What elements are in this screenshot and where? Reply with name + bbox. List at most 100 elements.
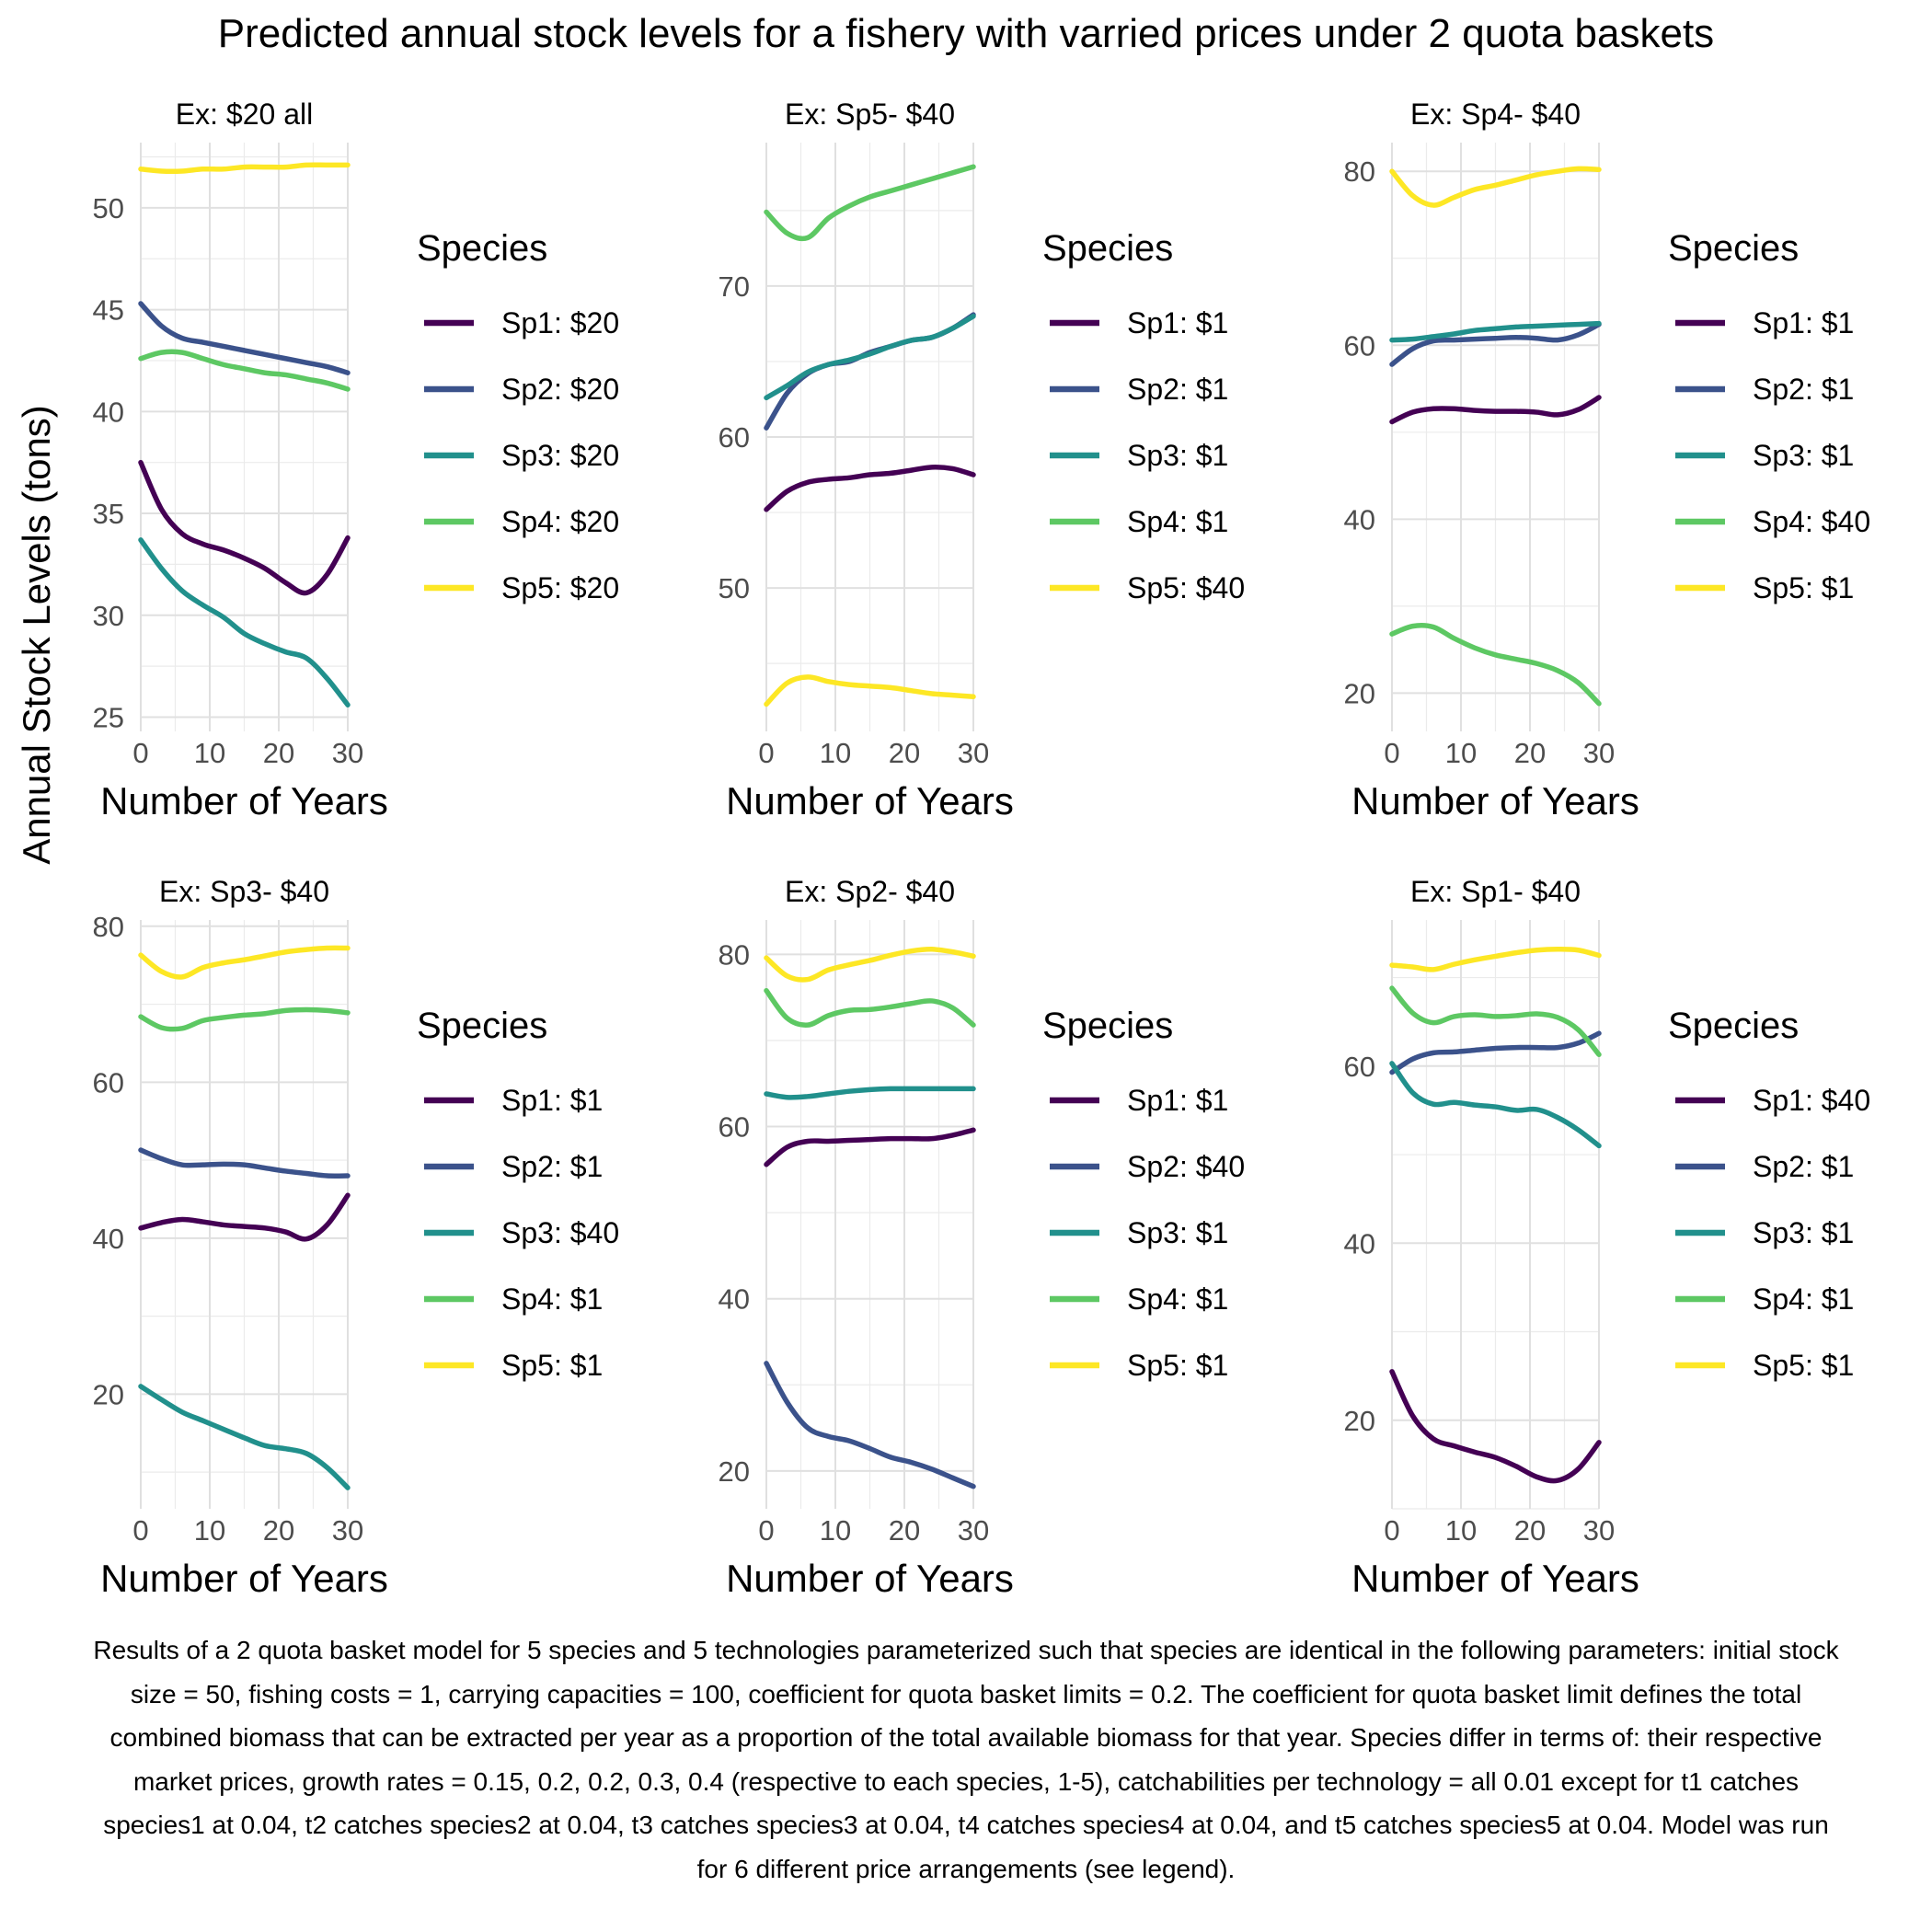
x-tick-label: 30 [958,1514,989,1547]
legend-label-sp1: Sp1: $40 [1753,1084,1870,1117]
panel-4: 0 10 20 30 20 40 60 80 Ex: Sp3- $40 Number of Yea… [93,875,620,1600]
legend-label-sp3: Sp3: $20 [501,439,619,472]
series-line-sp1 [764,465,976,512]
x-axis-title: Number of Years [726,779,1014,822]
series-line-sp4 [764,987,976,1028]
x-axis-title: Number of Years [100,1557,388,1600]
legend-label-sp5: Sp5: $1 [1753,571,1854,604]
x-tick-label: 20 [263,737,294,769]
x-tick-label: 20 [889,737,920,769]
series-line-sp1 [138,459,351,596]
series-line-sp3 [764,1086,976,1100]
x-tick-label: 0 [132,737,148,769]
y-tick-label: 20 [1344,677,1375,709]
series-line-sp4 [1389,623,1602,707]
legend-title: Species [417,228,547,269]
series-line-sp2 [764,1361,976,1489]
legend-label-sp5: Sp5: $20 [501,571,619,604]
x-tick-label: 10 [820,1514,851,1547]
legend-label-sp1: Sp1: $20 [501,306,619,339]
series-line-sp2 [138,1147,351,1179]
y-tick-label: 30 [93,600,124,632]
series-line-sp5 [764,674,976,707]
y-tick-label: 45 [93,294,124,327]
panel-grid: 0 10 20 30 25 30 35 40 45 50 Ex: $20 all Number of … [93,98,1871,1600]
series-line-sp3 [1389,320,1602,343]
x-tick-label: 10 [194,737,225,769]
series-line-sp2 [138,301,351,375]
x-tick-label: 0 [132,1514,148,1547]
series-line-sp3 [138,1384,351,1490]
y-tick-label: 40 [93,1223,124,1255]
series-line-sp2 [1389,1030,1602,1075]
legend-title: Species [417,1006,547,1046]
series-line-sp1 [764,1127,976,1167]
y-tick-label: 50 [719,572,750,604]
series-line-sp3 [764,313,976,401]
legend-label-sp3: Sp3: $1 [1127,439,1228,472]
x-axis-title: Number of Years [100,779,388,822]
y-tick-label: 60 [719,421,750,454]
series-line-sp5 [138,162,351,175]
legend-label-sp3: Sp3: $1 [1753,1216,1854,1249]
legend-label-sp3: Sp3: $1 [1753,439,1854,472]
y-tick-label: 40 [93,396,124,428]
legend-label-sp1: Sp1: $1 [1127,1084,1228,1117]
x-axis-title: Number of Years [1351,779,1639,822]
panel-title: Ex: Sp1- $40 [1410,875,1581,908]
x-tick-label: 20 [1514,737,1546,769]
series-line-sp5 [1389,947,1602,972]
series-line-sp4 [138,1006,351,1032]
y-tick-label: 80 [93,911,124,943]
y-tick-label: 20 [719,1455,750,1488]
x-tick-label: 30 [332,737,363,769]
legend-label-sp5: Sp5: $1 [501,1349,603,1382]
y-tick-label: 60 [1344,1051,1375,1083]
x-tick-label: 10 [820,737,851,769]
legend-label-sp5: Sp5: $40 [1127,571,1245,604]
figure-title: Predicted annual stock levels for a fish… [217,11,1715,56]
legend-label-sp4: Sp4: $20 [501,505,619,538]
y-tick-label: 80 [719,938,750,971]
series-line-sp1 [138,1192,351,1242]
legend-label-sp2: Sp2: $1 [1753,373,1854,406]
x-tick-label: 0 [758,737,774,769]
series-line-sp5 [138,945,351,980]
legend-label-sp2: Sp2: $1 [1127,373,1228,406]
legend-label-sp2: Sp2: $1 [501,1150,603,1183]
x-tick-label: 30 [958,737,989,769]
x-axis-title: Number of Years [1351,1557,1639,1600]
legend-label-sp5: Sp5: $1 [1753,1349,1854,1382]
legend-label-sp1: Sp1: $1 [501,1084,603,1117]
legend-label-sp1: Sp1: $1 [1127,306,1228,339]
series-line-sp3 [138,537,351,707]
y-tick-label: 60 [1344,329,1375,362]
series-line-sp4 [138,349,351,392]
y-tick-label: 25 [93,701,124,733]
legend-label-sp2: Sp2: $1 [1753,1150,1854,1183]
x-tick-label: 0 [1384,737,1399,769]
y-tick-label: 50 [93,192,124,224]
series-line-sp1 [1389,1369,1602,1484]
legend-title: Species [1668,1006,1799,1046]
y-tick-label: 60 [719,1111,750,1144]
x-tick-label: 0 [1384,1514,1399,1547]
series-line-sp2 [1389,321,1602,367]
y-tick-label: 60 [93,1066,124,1098]
figure-caption: Results of a 2 quota basket model for 5 … [93,1636,1839,1883]
legend-label-sp4: Sp4: $1 [1127,505,1228,538]
panel-title: Ex: Sp2- $40 [785,875,955,908]
series-line-sp3 [1389,1061,1602,1149]
y-tick-label: 80 [1344,155,1375,188]
y-tick-label: 40 [1344,1227,1375,1259]
panel-title: Ex: $20 all [176,98,313,131]
legend-label-sp4: Sp4: $1 [501,1282,603,1316]
x-tick-label: 20 [263,1514,294,1547]
x-tick-label: 30 [1583,1514,1615,1547]
y-tick-label: 20 [1344,1405,1375,1437]
panel-2: 0 10 20 30 50 60 70 Ex: Sp5- $40 Number of Years… [719,98,1246,822]
x-tick-label: 20 [1514,1514,1546,1547]
legend-label-sp3: Sp3: $40 [501,1216,619,1249]
x-tick-label: 10 [194,1514,225,1547]
